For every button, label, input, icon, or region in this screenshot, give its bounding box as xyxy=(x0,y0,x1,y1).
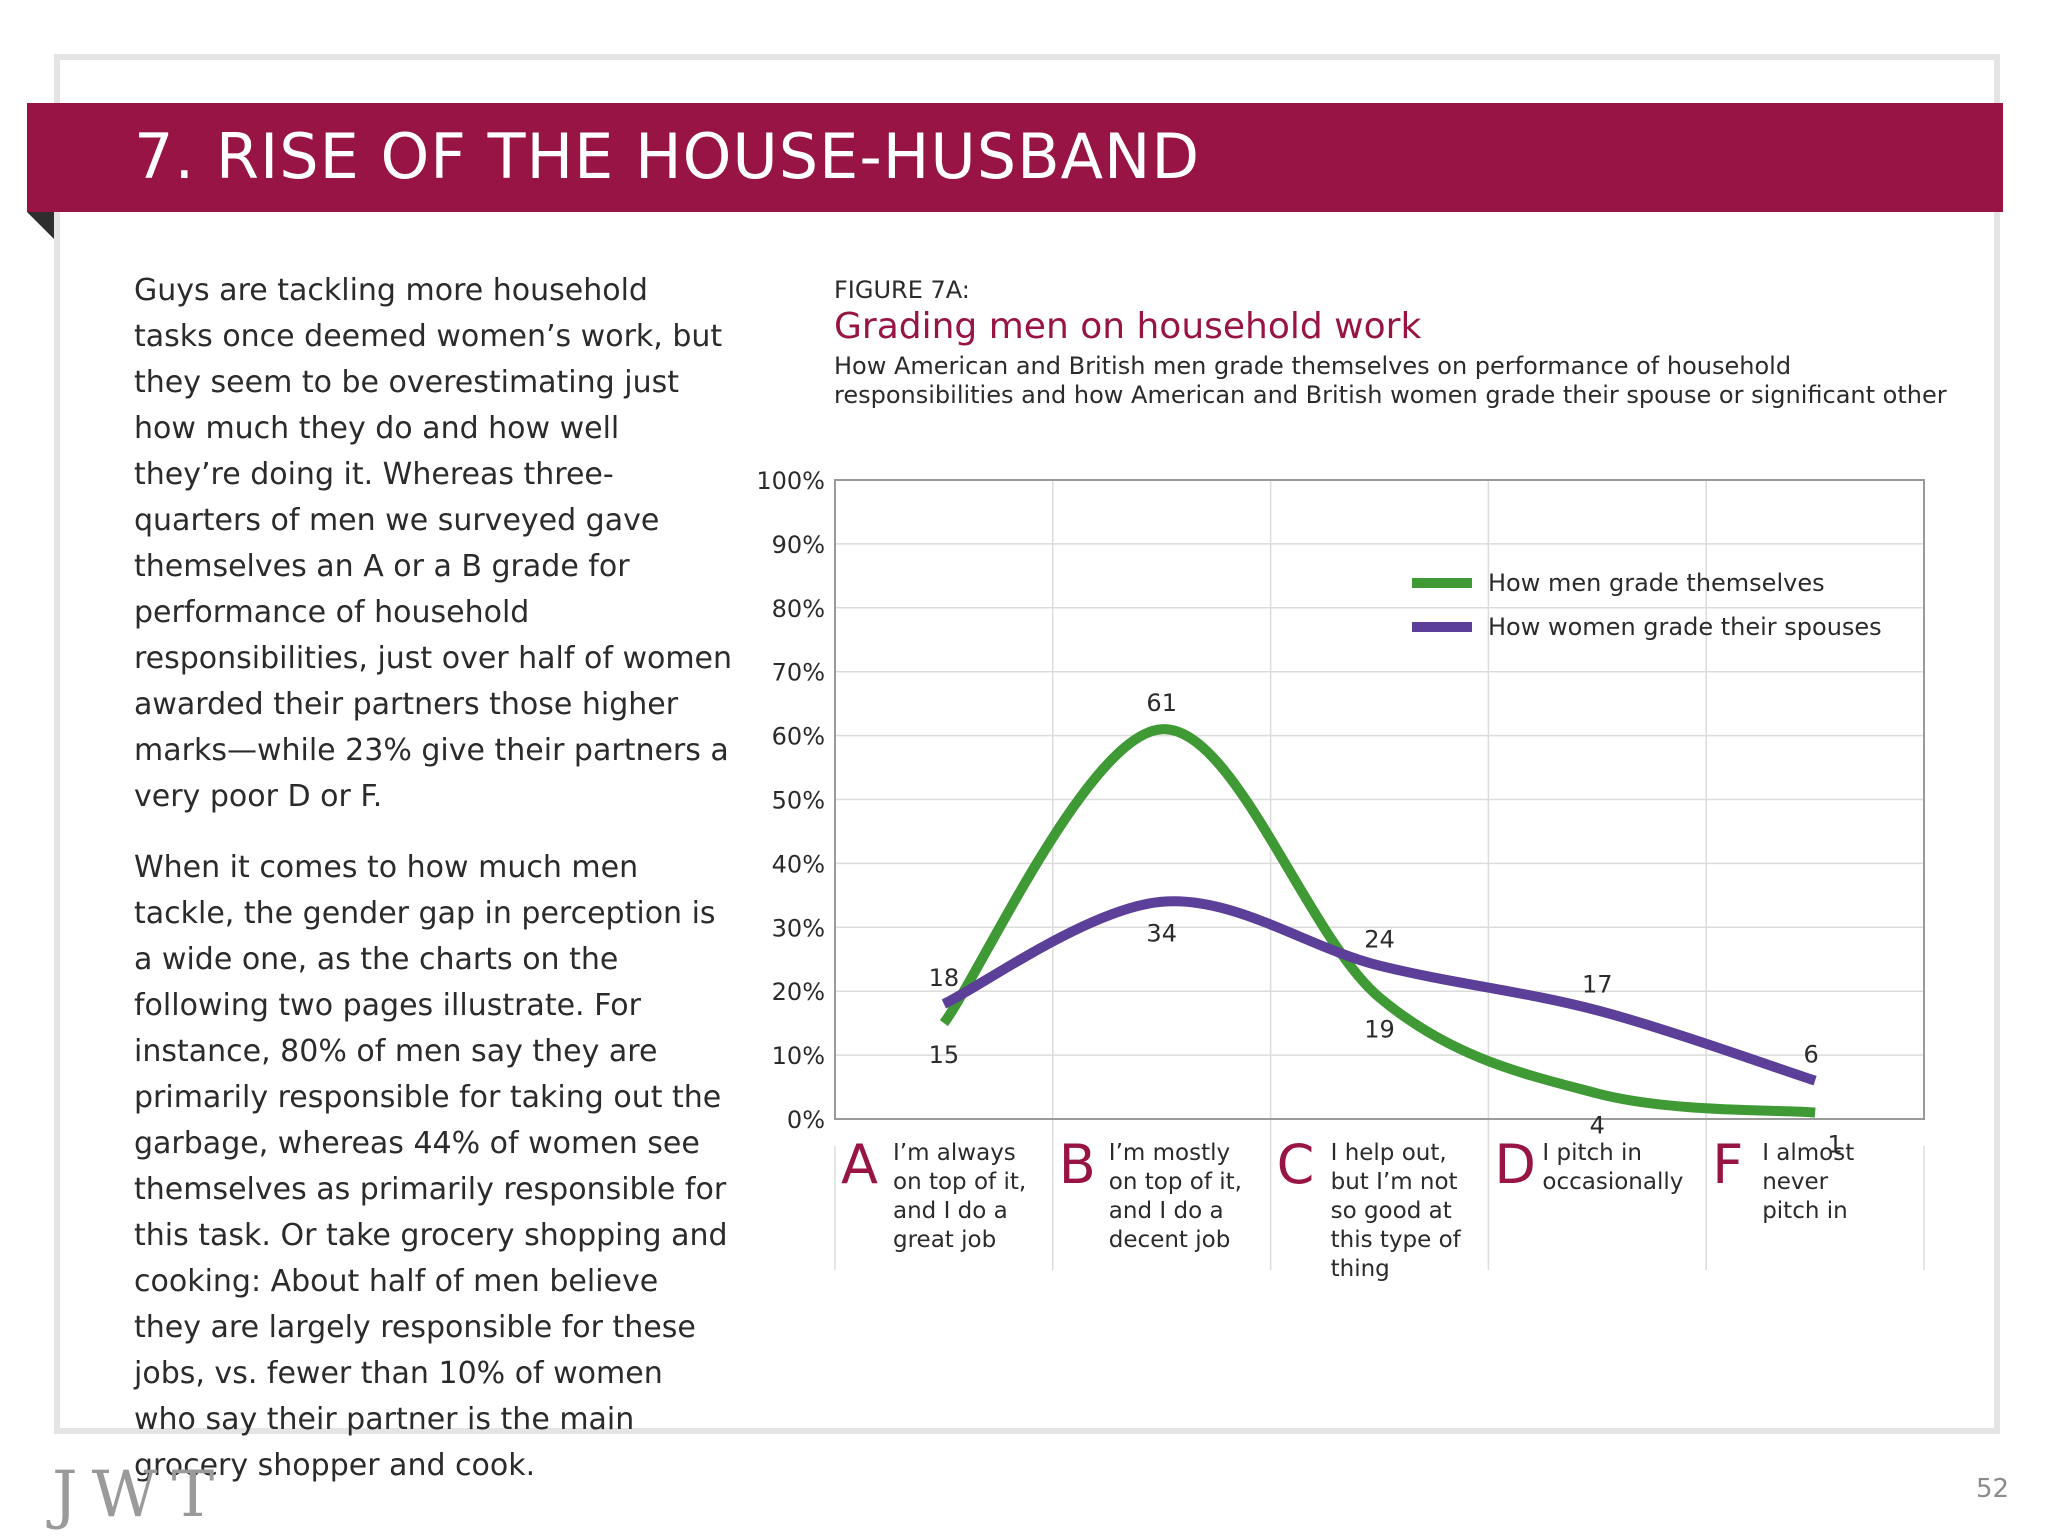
category-text-c: I help out, xyxy=(1331,1140,1447,1166)
y-tick-label: 80% xyxy=(772,595,825,623)
series-line-women xyxy=(941,896,1817,1086)
category-text-d: occasionally xyxy=(1542,1169,1683,1195)
figure-label: FIGURE 7A: xyxy=(834,276,970,304)
data-label-women: 17 xyxy=(1582,970,1613,998)
y-tick-label: 0% xyxy=(787,1106,825,1134)
figure-subtitle: How American and British men grade thems… xyxy=(834,352,1947,409)
category-text-a: I’m always xyxy=(893,1140,1016,1166)
legend-label-men: How men grade themselves xyxy=(1488,569,1825,597)
legend-label-women: How women grade their spouses xyxy=(1488,613,1882,641)
category-text-b: and I do a xyxy=(1109,1198,1224,1224)
category-text-f: pitch in xyxy=(1762,1198,1848,1224)
figure-title: Grading men on household work xyxy=(834,306,1422,347)
data-label-women: 34 xyxy=(1146,920,1177,948)
category-text-b: decent job xyxy=(1109,1227,1231,1253)
category-text-a: great job xyxy=(893,1227,996,1253)
category-text-c: this type of xyxy=(1331,1227,1462,1253)
y-tick-label: 70% xyxy=(772,659,825,687)
data-label-women: 24 xyxy=(1364,926,1395,954)
data-label-men: 1 xyxy=(1827,1131,1842,1159)
y-tick-label: 50% xyxy=(772,787,825,815)
title-banner xyxy=(27,103,2003,212)
banner-fold xyxy=(27,212,54,239)
category-text-f: never xyxy=(1762,1169,1828,1195)
body-text: Guys are tackling more household tasks o… xyxy=(134,268,734,1514)
y-tick-label: 100% xyxy=(756,467,825,495)
category-letter-a: A xyxy=(841,1133,878,1196)
data-label-men: 15 xyxy=(929,1041,960,1069)
data-label-men: 4 xyxy=(1590,1111,1605,1139)
data-label-women: 6 xyxy=(1803,1041,1818,1069)
data-label-men: 61 xyxy=(1146,689,1177,717)
category-text-d: I pitch in xyxy=(1542,1140,1642,1166)
category-text-a: on top of it, xyxy=(893,1169,1026,1195)
category-text-f: I almost xyxy=(1762,1140,1854,1166)
data-label-men: 19 xyxy=(1364,1016,1395,1044)
category-text-c: but I’m not xyxy=(1331,1169,1458,1195)
data-label-women: 18 xyxy=(929,964,960,992)
category-letter-f: F xyxy=(1712,1133,1743,1196)
page-frame xyxy=(54,54,2000,1434)
plot-border xyxy=(834,479,1925,1120)
body-paragraph-2: When it comes to how much men tackle, th… xyxy=(134,850,728,1483)
page-title: 7. RISE OF THE HOUSE-HUSBAND xyxy=(134,120,1201,193)
category-text-c: thing xyxy=(1331,1256,1390,1282)
category-text-a: and I do a xyxy=(893,1198,1008,1224)
page-number: 52 xyxy=(1976,1474,2010,1504)
y-tick-label: 90% xyxy=(772,531,825,559)
category-text-b: on top of it, xyxy=(1109,1169,1242,1195)
y-tick-label: 10% xyxy=(772,1042,825,1070)
jwt-logo: JWT xyxy=(52,1458,229,1532)
category-letter-b: B xyxy=(1059,1133,1096,1196)
y-tick-label: 40% xyxy=(772,850,825,878)
category-letter-d: D xyxy=(1494,1133,1536,1196)
body-paragraph-1: Guys are tackling more household tasks o… xyxy=(134,273,733,814)
y-tick-label: 30% xyxy=(772,914,825,942)
y-tick-label: 60% xyxy=(772,723,825,751)
y-tick-label: 20% xyxy=(772,978,825,1006)
category-text-c: so good at xyxy=(1331,1198,1452,1224)
category-text-b: I’m mostly xyxy=(1109,1140,1230,1166)
category-letter-c: C xyxy=(1277,1133,1315,1196)
